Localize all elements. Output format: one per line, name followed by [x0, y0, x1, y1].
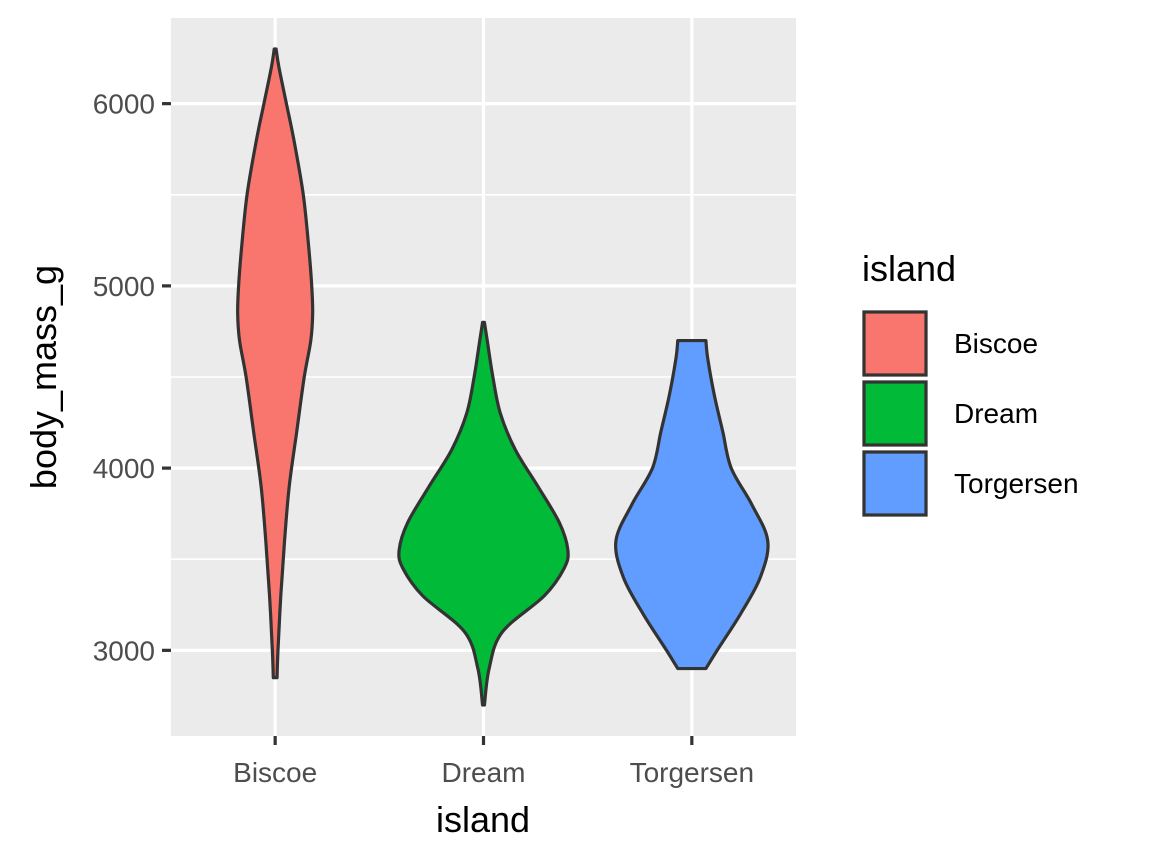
- legend-item: Biscoe: [862, 310, 1038, 377]
- legend-swatch: [862, 450, 928, 517]
- violins: [236, 47, 770, 707]
- violin-torgersen: [614, 338, 770, 671]
- y-axis-title: body_mass_g: [23, 265, 64, 489]
- violin-dream: [397, 320, 570, 707]
- legend-item: Dream: [862, 380, 1038, 447]
- y-tick-label: 4000: [93, 453, 155, 484]
- legend: Biscoe Dream Torgersen: [862, 310, 1079, 517]
- legend-label: Torgersen: [954, 468, 1079, 499]
- x-tick-label: Biscoe: [233, 757, 317, 788]
- legend-title: island: [862, 248, 956, 289]
- legend-item: Torgersen: [862, 450, 1079, 517]
- x-tick-label: Dream: [441, 757, 525, 788]
- x-axis-title: island: [436, 799, 530, 840]
- legend-label: Biscoe: [954, 328, 1038, 359]
- y-axis: 3000 4000 5000 6000: [93, 89, 171, 666]
- y-tick-label: 3000: [93, 635, 155, 666]
- legend-swatch: [862, 310, 928, 377]
- legend-swatch: [862, 380, 928, 447]
- violin-biscoe: [236, 47, 315, 680]
- y-tick-label: 5000: [93, 271, 155, 302]
- y-tick-label: 6000: [93, 89, 155, 120]
- x-axis: Biscoe Dream Torgersen: [233, 736, 754, 788]
- x-tick-label: Torgersen: [630, 757, 755, 788]
- legend-label: Dream: [954, 398, 1038, 429]
